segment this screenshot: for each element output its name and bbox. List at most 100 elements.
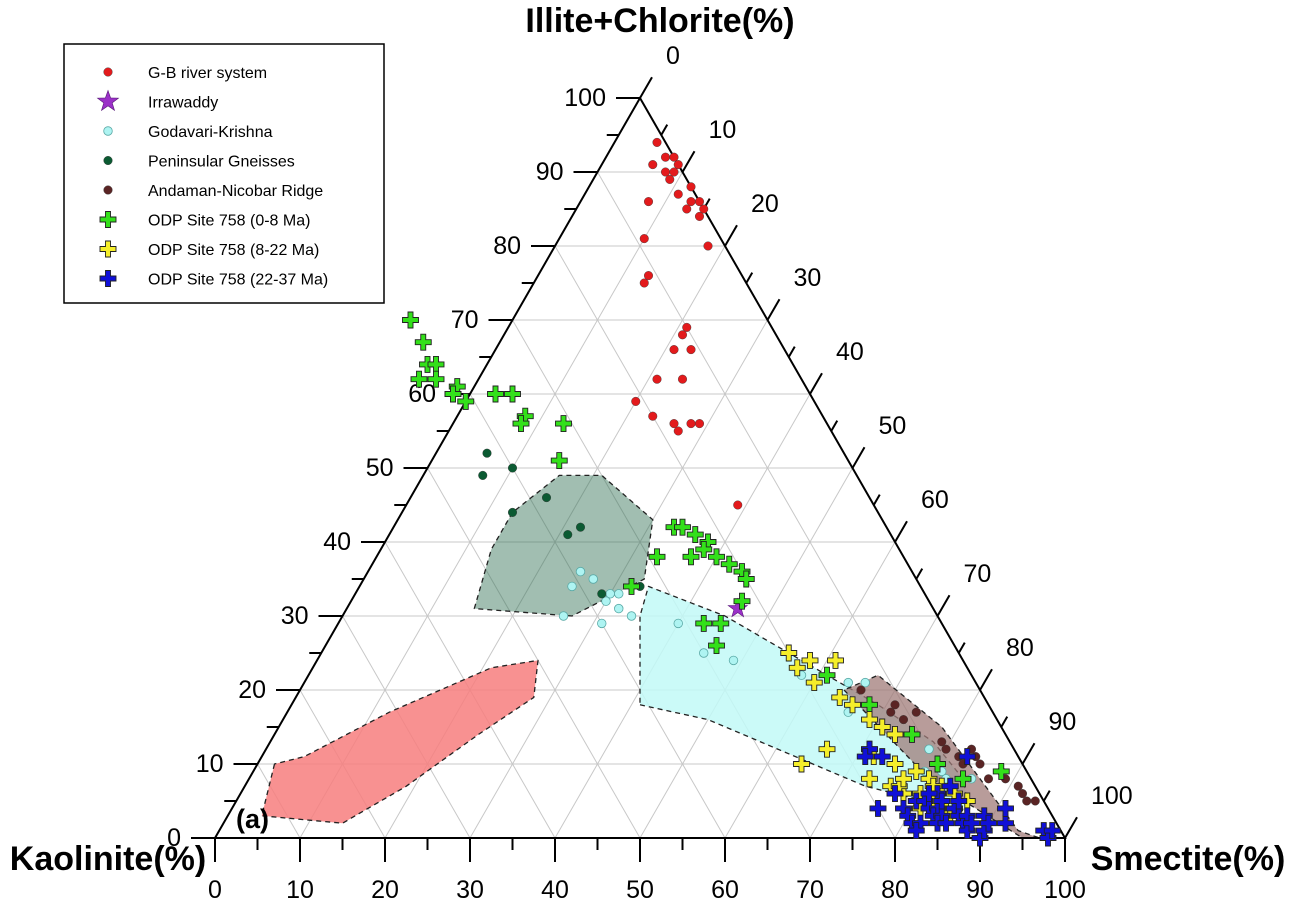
point-godavari-krishna bbox=[614, 603, 624, 614]
right-tick bbox=[851, 446, 866, 469]
right-tick bbox=[915, 568, 924, 580]
point-godavari-krishna bbox=[588, 574, 598, 584]
point-godavari-krishna bbox=[601, 596, 611, 606]
point-odp-site-758-22-37-ma bbox=[958, 748, 976, 766]
left-tick-label: 40 bbox=[323, 528, 351, 556]
point-odp-site-758-0-8-ma bbox=[712, 614, 730, 632]
right-tick bbox=[979, 668, 993, 691]
right-tick-label: 30 bbox=[794, 264, 822, 292]
right-tick-label: 60 bbox=[921, 486, 949, 514]
point-odp-site-758-8-22-ma bbox=[831, 688, 849, 706]
legend-marker bbox=[103, 126, 113, 136]
legend-item: ODP Site 758 (8-22 Ma) bbox=[99, 240, 319, 259]
right-tick bbox=[830, 420, 839, 432]
point-odp-site-758-8-22-ma bbox=[844, 696, 861, 714]
legend-item: Andaman-Nicobar Ridge bbox=[103, 183, 323, 200]
legend-label: Godavari-Krishna bbox=[148, 124, 273, 141]
legend-label: Irrawaddy bbox=[148, 95, 218, 112]
right-tick bbox=[872, 494, 881, 506]
point-godavari-krishna bbox=[860, 677, 870, 688]
point-andaman-nicobar-ridge bbox=[1030, 796, 1040, 806]
point-odp-site-758-8-22-ma bbox=[788, 659, 806, 677]
point-odp-site-758-0-8-ma bbox=[410, 370, 428, 388]
point-g-b-river-system bbox=[686, 197, 696, 207]
point-odp-site-758-8-22-ma bbox=[873, 718, 891, 736]
legend-marker bbox=[96, 89, 120, 112]
point-odp-site-758-8-22-ma bbox=[818, 740, 836, 758]
point-peninsular-gneisses bbox=[597, 589, 607, 599]
legend-item: Peninsular Gneisses bbox=[103, 154, 295, 171]
point-g-b-river-system bbox=[673, 189, 683, 199]
point-godavari-krishna bbox=[843, 677, 853, 688]
point-odp-site-758-0-8-ma bbox=[648, 548, 666, 566]
point-g-b-river-system bbox=[639, 278, 649, 288]
bottom-tick-label: 0 bbox=[208, 876, 222, 904]
point-godavari-krishna bbox=[558, 611, 569, 621]
left-tick-label: 80 bbox=[493, 232, 521, 260]
point-godavari-krishna bbox=[567, 581, 577, 592]
left-tick-label: 0 bbox=[167, 824, 181, 852]
point-g-b-river-system bbox=[644, 197, 654, 207]
point-andaman-nicobar-ridge bbox=[886, 707, 896, 717]
legend-marker bbox=[103, 185, 113, 195]
legend-label: ODP Site 758 (22-37 Ma) bbox=[148, 272, 328, 289]
point-odp-site-758-8-22-ma bbox=[793, 755, 810, 773]
point-g-b-river-system bbox=[639, 234, 649, 244]
bottom-tick-label: 100 bbox=[1044, 876, 1086, 904]
panel-label: (a) bbox=[236, 804, 269, 834]
point-g-b-river-system bbox=[661, 167, 671, 177]
point-odp-site-758-0-8-ma bbox=[954, 770, 972, 788]
point-odp-site-758-0-8-ma bbox=[695, 614, 713, 632]
point-odp-site-758-8-22-ma bbox=[907, 762, 925, 780]
point-odp-site-758-22-37-ma bbox=[933, 792, 951, 810]
left-tick-label: 60 bbox=[408, 380, 436, 408]
point-odp-site-758-22-37-ma bbox=[1043, 822, 1061, 840]
point-g-b-river-system bbox=[665, 174, 675, 184]
point-odp-site-758-8-22-ma bbox=[801, 651, 819, 669]
point-odp-site-758-8-22-ma bbox=[886, 755, 904, 773]
point-peninsular-gneisses bbox=[576, 522, 586, 532]
point-odp-site-758-22-37-ma bbox=[873, 748, 891, 766]
left-tick-label: 50 bbox=[366, 454, 394, 482]
point-g-b-river-system bbox=[652, 137, 662, 147]
right-tick-label: 20 bbox=[751, 190, 779, 218]
point-odp-site-758-22-37-ma bbox=[907, 822, 925, 840]
field-godavari-krishna bbox=[639, 585, 968, 817]
bottom-tick-label: 70 bbox=[796, 876, 824, 904]
left-tick-label: 10 bbox=[196, 750, 224, 778]
point-odp-site-758-0-8-ma bbox=[733, 592, 751, 610]
point-odp-site-758-0-8-ma bbox=[427, 370, 445, 388]
point-g-b-river-system bbox=[669, 345, 679, 355]
right-tick bbox=[1064, 816, 1078, 839]
bottom-tick-label: 40 bbox=[541, 876, 569, 904]
right-axis-title: Smectite(%) bbox=[1091, 840, 1286, 878]
legend-item: ODP Site 758 (0-8 Ma) bbox=[99, 211, 310, 230]
point-odp-site-758-0-8-ma bbox=[457, 392, 475, 410]
right-tick bbox=[724, 224, 738, 247]
point-odp-site-758-0-8-ma bbox=[555, 415, 572, 433]
right-tick bbox=[957, 642, 966, 654]
point-odp-site-758-22-37-ma bbox=[920, 785, 938, 803]
grid-line bbox=[512, 319, 811, 839]
point-odp-site-758-0-8-ma bbox=[903, 725, 921, 743]
point-odp-site-758-0-8-ma bbox=[512, 415, 530, 433]
point-andaman-nicobar-ridge bbox=[856, 685, 866, 695]
right-tick bbox=[894, 520, 908, 543]
point-g-b-river-system bbox=[678, 374, 688, 384]
right-tick bbox=[1021, 742, 1036, 765]
point-odp-site-758-8-22-ma bbox=[780, 644, 798, 662]
point-peninsular-gneisses bbox=[482, 448, 492, 458]
point-odp-site-758-8-22-ma bbox=[827, 651, 844, 669]
point-g-b-river-system bbox=[695, 419, 705, 429]
point-odp-site-758-0-8-ma bbox=[504, 385, 521, 403]
legend-marker bbox=[99, 270, 117, 287]
point-odp-site-758-0-8-ma bbox=[708, 637, 725, 655]
point-odp-site-758-0-8-ma bbox=[720, 555, 738, 573]
point-odp-site-758-0-8-ma bbox=[708, 548, 725, 566]
point-g-b-river-system bbox=[644, 271, 654, 281]
right-tick bbox=[1042, 790, 1051, 802]
legend-label: ODP Site 758 (0-8 Ma) bbox=[148, 213, 310, 230]
point-g-b-river-system bbox=[686, 345, 696, 355]
legend-label: Peninsular Gneisses bbox=[148, 154, 295, 171]
